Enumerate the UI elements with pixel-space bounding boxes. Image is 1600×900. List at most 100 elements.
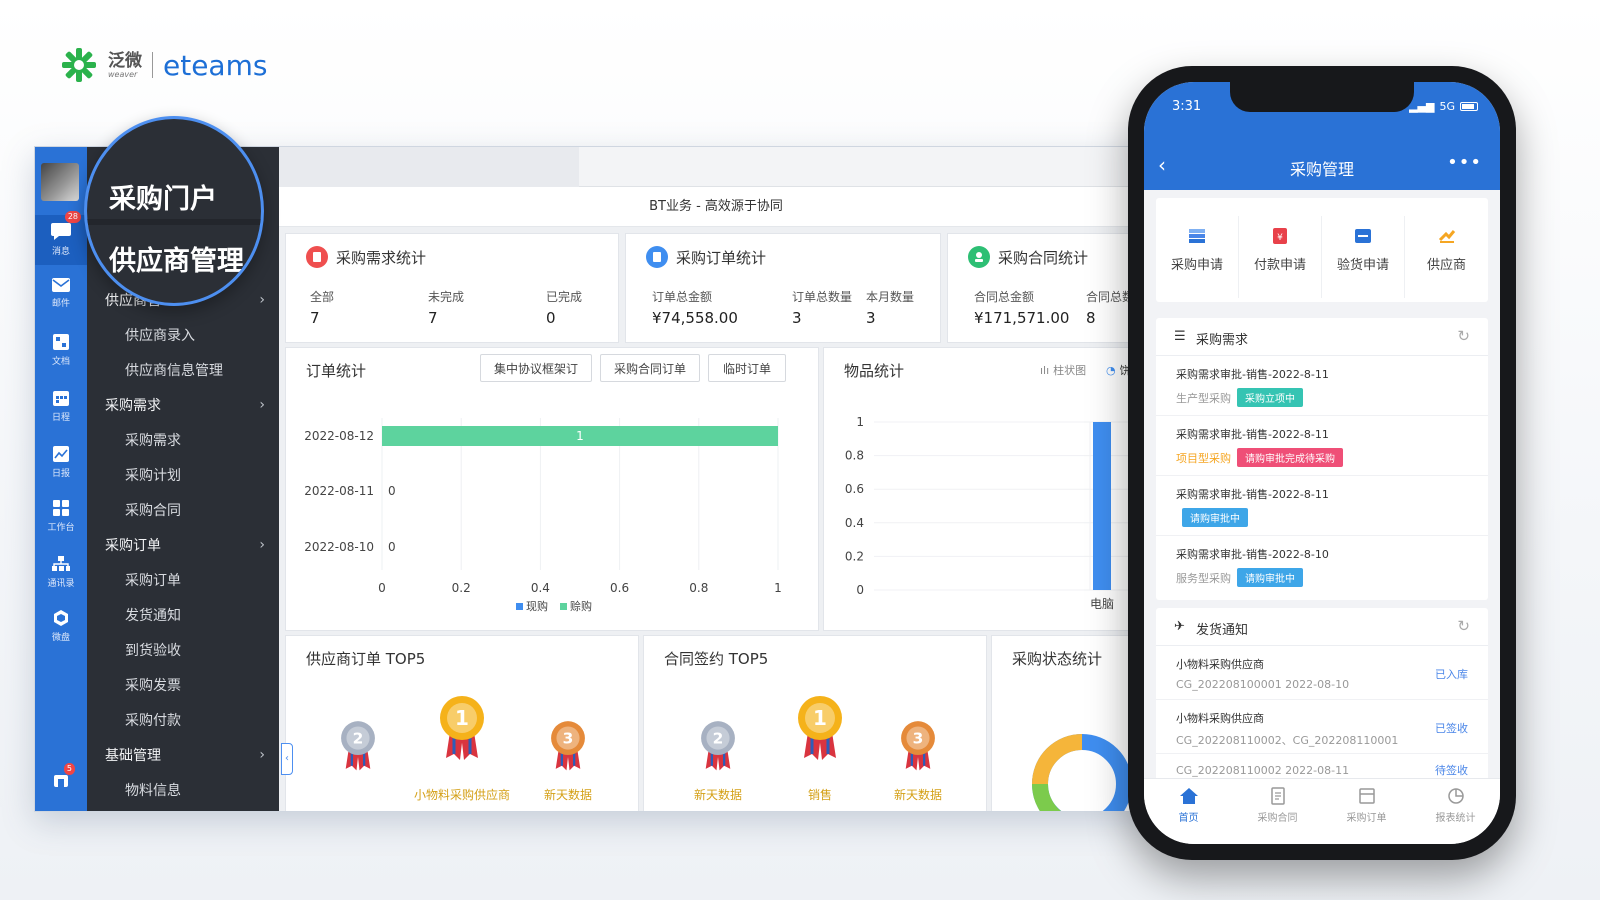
x-tick-label: 0.2 (452, 581, 471, 595)
y-tick-label: 0.8 (845, 449, 864, 463)
iconbar-item-messages[interactable]: 消息 28 (35, 211, 87, 265)
sidebar-item-contract[interactable]: 采购合同 (125, 503, 181, 519)
stat-value: 8 (1086, 309, 1096, 327)
more-menu-icon[interactable]: ••• (1447, 152, 1482, 173)
sidebar-group-basic[interactable]: 基础管理 › (105, 747, 265, 764)
delivery-icon: ✈ (1174, 619, 1185, 634)
data-label: 0 (388, 540, 396, 554)
order-chart-title: 订单统计 (306, 362, 367, 380)
order-icon (1358, 788, 1375, 804)
iconbar-item-calendar[interactable]: 日程 (35, 389, 87, 423)
list-item[interactable]: 采购需求审批-销售-2022-8-11 生产型采购 采购立项中 (1156, 356, 1488, 416)
stat-label: 未完成 (428, 290, 465, 304)
demand-stat-icon (306, 246, 328, 268)
status-label: 已签收 (1435, 722, 1468, 735)
quick-action-payment-apply[interactable]: ¥ 付款申请 (1239, 216, 1322, 298)
sidebar-item-invoice[interactable]: 采购发票 (125, 678, 181, 694)
demand-stat-card: 采购需求统计 全部 未完成 已完成 7 7 0 (285, 233, 619, 343)
sidebar-item-supplier-entry[interactable]: 供应商录入 (125, 328, 195, 344)
phone-notch (1230, 82, 1414, 112)
y-tick-label: 0 (856, 583, 864, 597)
iconbar-item-docs[interactable]: 文档 (35, 333, 87, 367)
bar (382, 426, 778, 446)
iconbar-item-contacts[interactable]: 通讯录 (35, 555, 87, 589)
svg-text:3: 3 (913, 729, 924, 747)
refresh-icon[interactable]: ↻ (1457, 327, 1470, 345)
svg-text:1: 1 (455, 706, 469, 730)
contract-icon (1270, 787, 1285, 805)
medal-icon: 3 (901, 721, 935, 771)
iconbar-item-mail[interactable]: 邮件 (35, 277, 87, 309)
tab-strip (279, 147, 579, 187)
mobile-phone: 3:31 ▂▄▆ 5G ‹ 采购管理 ••• 采购申请 ¥ 付款申请 验货申请 (1128, 66, 1516, 860)
stack-icon (1189, 229, 1205, 243)
quick-action-purchase-apply[interactable]: 采购申请 (1156, 216, 1239, 298)
sidebar-item-payment[interactable]: 采购付款 (125, 713, 181, 729)
sidebar-item-material[interactable]: 物料信息 (125, 783, 181, 799)
supplier-top5-card: 供应商订单 TOP5 2 1 小物料采购供应商 3 新天数据 (285, 635, 639, 811)
sidebar-group-demand[interactable]: 采购需求 › (105, 397, 265, 414)
svg-text:2: 2 (713, 729, 724, 747)
avatar[interactable] (41, 163, 79, 201)
phone-tab-bar: 首页 采购合同 采购订单 报表统计 (1144, 778, 1500, 844)
list-item[interactable]: 采购需求审批-销售-2022-8-11 项目型采购 请购审批完成待采购 (1156, 416, 1488, 476)
filter-button-framework[interactable]: 集中协议框架订 (480, 354, 592, 382)
pie-report-icon (1447, 788, 1464, 804)
list-item[interactable]: 小物料采购供应商 CG_202208110002、CG_202208110001… (1156, 700, 1488, 754)
pie-toggle[interactable]: ◔ 饼 (1106, 363, 1131, 378)
order-stat-title: 采购订单统计 (676, 248, 767, 267)
stat-value: ¥74,558.00 (652, 309, 738, 327)
sidebar-item-supplier-info[interactable]: 供应商信息管理 (125, 363, 223, 379)
delivery-section-title: 发货通知 (1196, 623, 1249, 638)
collapse-sidebar-button[interactable]: ‹ (281, 743, 293, 775)
status-stat-card: 采购状态统计 (991, 635, 1153, 811)
sidebar-group-order[interactable]: 采购订单 › (105, 537, 265, 554)
payment-icon: ¥ (1273, 228, 1287, 244)
status-badge: 采购立项中 (1237, 388, 1303, 407)
tab-contract[interactable]: 采购合同 (1233, 787, 1322, 824)
sidebar-item-plan[interactable]: 采购计划 (125, 468, 181, 484)
stat-label: 全部 (310, 290, 335, 304)
y-tick-label: 0.4 (845, 516, 864, 530)
stat-value: 3 (866, 309, 876, 327)
y-tick-label: 1 (856, 415, 864, 429)
filter-button-temp-order[interactable]: 临时订单 (708, 354, 786, 382)
weaver-logo-icon (60, 46, 98, 84)
sidebar-item-order[interactable]: 采购订单 (125, 573, 181, 589)
list-item[interactable]: CG_202208110002 2022-08-11 待签收 (1176, 764, 1468, 777)
rank-medal-2: 2 (698, 716, 738, 778)
contract-top5-card: 合同签约 TOP5 2 新天数据 1 销售 3 新天数据 (643, 635, 987, 811)
list-item[interactable]: 小物料采购供应商 CG_202208100001 2022-08-10 已入库 (1156, 646, 1488, 700)
filter-button-contract-order[interactable]: 采购合同订单 (600, 354, 700, 382)
list-item[interactable]: 采购需求审批-销售-2022-8-10 服务型采购 请购审批中 (1176, 548, 1329, 587)
medal-icon: 1 (798, 696, 842, 760)
list-item[interactable]: 采购需求审批-销售-2022-8-11 请购审批中 (1156, 476, 1488, 536)
sidebar-item-demand[interactable]: 采购需求 (125, 433, 181, 449)
rank-name: 新天数据 (693, 788, 742, 802)
tab-report[interactable]: 报表统计 (1411, 787, 1500, 824)
order-bar-chart: 0 0.2 0.4 0.6 0.8 1 2022-08-12 1 2022-08-11 0 2022… (304, 418, 782, 613)
home-badge: 5 (63, 763, 75, 775)
sidebar-item-acceptance[interactable]: 到货验收 (125, 643, 181, 659)
back-arrow-icon[interactable]: ‹ (1158, 153, 1166, 177)
bar-toggle[interactable]: ılı 柱状图 (1040, 363, 1087, 378)
iconbar-item-workbench[interactable]: 工作台 (35, 499, 87, 533)
signal-icon: ▂▄▆ (1409, 100, 1435, 113)
phone-delivery-section: ✈ 发货通知 ↻ 小物料采购供应商 CG_202208100001 2022-0… (1156, 608, 1488, 788)
quick-action-inspect-apply[interactable]: 验货申请 (1322, 216, 1405, 298)
rank-name: 新天数据 (543, 788, 592, 802)
tab-home[interactable]: 首页 (1144, 787, 1233, 824)
iconbar-item-report[interactable]: 日报 (35, 445, 87, 479)
quick-action-supplier[interactable]: 供应商 (1405, 216, 1488, 298)
contacts-icon (52, 556, 70, 571)
x-tick-label: 0 (378, 581, 386, 595)
iconbar-item-home[interactable]: 5 (35, 763, 87, 792)
home-icon (1179, 788, 1198, 804)
calendar-icon (53, 391, 69, 406)
status-badge: 请购审批完成待采购 (1237, 448, 1343, 467)
refresh-icon[interactable]: ↻ (1457, 617, 1470, 635)
iconbar-item-drive[interactable]: 微盘 (35, 609, 87, 643)
sidebar-item-delivery[interactable]: 发货通知 (125, 608, 181, 624)
tab-order[interactable]: 采购订单 (1322, 787, 1411, 824)
item-bar-chart: 0 0.2 0.4 0.6 0.8 1 电脑 (845, 415, 1153, 611)
